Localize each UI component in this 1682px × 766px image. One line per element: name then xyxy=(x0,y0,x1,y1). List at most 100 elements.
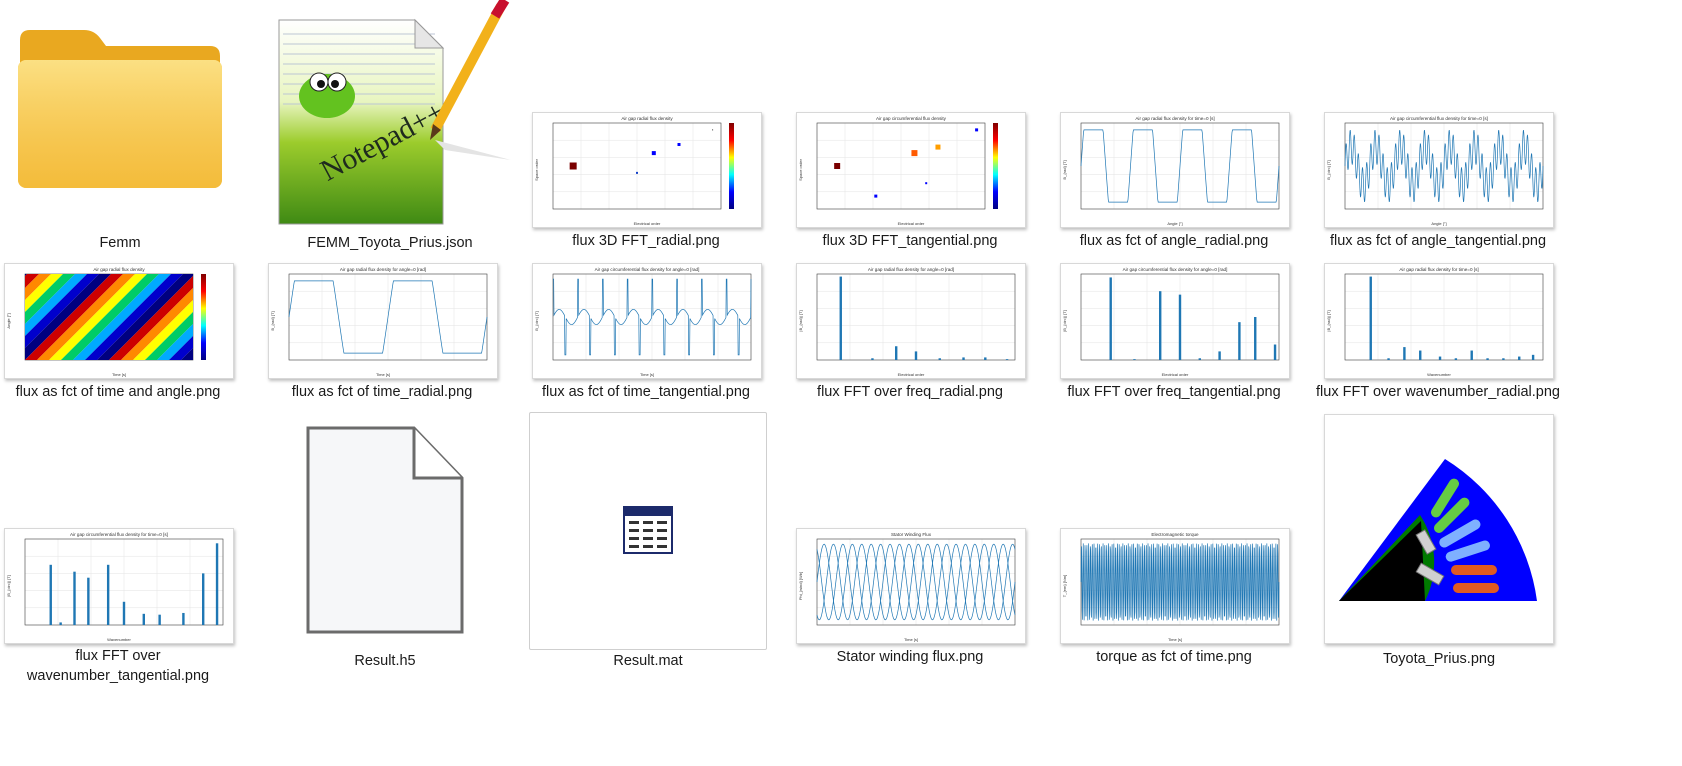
bar xyxy=(962,357,965,360)
plot-title: Air gap circumferential flux density xyxy=(876,116,947,121)
file-name: flux 3D FFT_tangential.png xyxy=(822,233,998,249)
colorbar xyxy=(993,123,998,209)
series-line xyxy=(816,543,1016,621)
data-point xyxy=(651,151,656,156)
file-flux-fft-over-freq-radial-png[interactable]: Air gap radial flux density for angle=0 … xyxy=(796,263,1026,403)
file-result-mat[interactable]: Result.mat xyxy=(529,412,767,676)
file-name: Result.mat xyxy=(613,653,683,669)
y-axis-label: |B_{circ}| [T] xyxy=(6,575,11,597)
bar xyxy=(871,358,874,360)
bar xyxy=(1502,358,1505,360)
series-line xyxy=(816,543,1016,621)
y-axis-label: B_{rad} [T] xyxy=(270,311,275,330)
data-point xyxy=(636,171,638,174)
bar xyxy=(202,573,205,625)
colorbar xyxy=(729,123,734,209)
bar xyxy=(1218,351,1221,360)
plot-thumbnail: Air gap radial flux density Time [s] Angle… xyxy=(4,263,234,379)
file-femm[interactable]: Femm xyxy=(0,0,240,260)
plot-thumbnail: Air gap radial flux density for angle=0 … xyxy=(268,263,498,379)
file-name: Stator winding flux.png xyxy=(836,649,984,665)
y-axis-label: Space order xyxy=(534,158,539,180)
y-axis-label: Phi_{wind} [Wb] xyxy=(798,572,803,600)
file-flux-as-fct-of-angle-tangential-png[interactable]: Air gap circumferential flux density for… xyxy=(1324,112,1554,252)
bar xyxy=(984,357,987,360)
plot-thumbnail: Air gap radial flux density Electrical or… xyxy=(532,112,762,228)
file-flux-3d-fft-radial-png[interactable]: Air gap radial flux density Electrical or… xyxy=(532,112,762,252)
file-name: Femm xyxy=(99,235,141,251)
file-name: flux FFT over freq_radial.png xyxy=(817,384,1003,400)
x-axis-label: Time [s] xyxy=(1168,637,1182,642)
file-name: flux as fct of angle_radial.png xyxy=(1079,233,1269,249)
bar xyxy=(215,543,219,625)
file-name: Toyota_Prius.png xyxy=(1382,651,1496,667)
file-name: flux FFT over wavenumber_radial.png xyxy=(1316,384,1560,400)
bar xyxy=(839,276,842,360)
series-line xyxy=(1344,129,1544,203)
file-femm-toyota-prius-json[interactable]: Notepad++ FEMM_Toyota_Prius.json xyxy=(265,0,515,260)
data-point xyxy=(975,128,979,132)
plot-thumbnail: Air gap radial flux density for time=0 [… xyxy=(1324,263,1554,379)
plot-title: Stator Winding Flux xyxy=(891,532,932,537)
data-point xyxy=(834,163,841,169)
motor-cross-section-thumbnail xyxy=(1324,414,1554,644)
series-line xyxy=(553,278,752,356)
bar xyxy=(895,346,898,360)
blank-file-icon xyxy=(306,426,466,636)
file-flux-fft-over-freq-tangential-png[interactable]: Air gap circumferential flux density for… xyxy=(1060,263,1290,403)
plot-thumbnail: Air gap circumferential flux density Elec… xyxy=(796,112,1026,228)
plot-thumbnail: Air gap radial flux density for time=0 [… xyxy=(1060,112,1290,228)
file-flux-3d-fft-tangential-png[interactable]: Air gap circumferential flux density Elec… xyxy=(796,112,1026,252)
bar xyxy=(914,351,918,360)
file-result-h5[interactable]: Result.h5 xyxy=(290,418,480,678)
bar xyxy=(1531,354,1535,360)
colorbar xyxy=(201,274,206,360)
file-name: flux as fct of time and angle.png xyxy=(15,384,221,400)
plot-title: Air gap circumferential flux density for… xyxy=(595,267,700,272)
file-flux-as-fct-of-time-and-angle-png[interactable]: Air gap radial flux density Time [s] Angle… xyxy=(4,263,234,403)
y-axis-label: |B_{rad}| [T] xyxy=(798,310,803,331)
x-axis-label: Electrical order xyxy=(1162,372,1189,377)
y-axis-label: Angle [°] xyxy=(6,313,11,328)
series-line xyxy=(288,280,488,354)
bar xyxy=(122,601,126,625)
file-name: flux as fct of time_radial.png xyxy=(291,384,473,400)
file-toyota-prius-png[interactable]: Toyota_Prius.png xyxy=(1324,414,1554,676)
y-axis-label: |B_{circ}| [T] xyxy=(1062,310,1067,332)
file-flux-as-fct-of-time-radial-png[interactable]: Air gap radial flux density for angle=0 … xyxy=(268,263,498,403)
file-name: flux FFT over freq_tangential.png xyxy=(1067,384,1281,400)
bar xyxy=(59,622,62,625)
bar xyxy=(1438,356,1442,360)
plot-thumbnail: Air gap radial flux density for angle=0 … xyxy=(796,263,1026,379)
bar xyxy=(1005,359,1009,360)
file-stator-winding-flux-png[interactable]: Stator Winding Flux Time [s] Phi_{wind} [W… xyxy=(796,528,1026,668)
series-line xyxy=(1080,543,1280,621)
x-axis-label: Electrical order xyxy=(634,221,661,226)
data-point xyxy=(911,150,918,157)
plot-thumbnail: Electromagnetic torque Time [s] T_{em} [Nm… xyxy=(1060,528,1290,644)
file-flux-as-fct-of-angle-radial-png[interactable]: Air gap radial flux density for time=0 [… xyxy=(1060,112,1290,252)
plot-thumbnail: Stator Winding Flux Time [s] Phi_{wind} [W… xyxy=(796,528,1026,644)
bar xyxy=(1109,277,1112,360)
file-name: flux as fct of time_tangential.png xyxy=(542,384,750,400)
plot-title: Air gap radial flux density for time=0 [… xyxy=(1399,267,1478,272)
file-flux-fft-over-wavenumber-radial-png[interactable]: Air gap radial flux density for time=0 [… xyxy=(1316,263,1560,403)
bar xyxy=(182,612,185,625)
plot-thumbnail: Air gap circumferential flux density for… xyxy=(1060,263,1290,379)
file-name: torque as fct of time.png xyxy=(1096,649,1252,665)
x-axis-label: Time [s] xyxy=(112,372,126,377)
bar xyxy=(1178,294,1182,360)
bar xyxy=(1273,344,1277,360)
notepad-plus-plus-icon: Notepad++ xyxy=(275,0,515,228)
bar xyxy=(106,564,110,625)
x-axis-label: Electrical order xyxy=(898,372,925,377)
y-axis-label: B_{circ} [T] xyxy=(1326,160,1331,180)
file-flux-as-fct-of-time-tangential-png[interactable]: Air gap circumferential flux density for… xyxy=(532,263,762,403)
y-axis-label: B_{rad} [T] xyxy=(1062,160,1067,179)
data-point xyxy=(935,144,941,150)
data-point xyxy=(569,162,577,170)
file-torque-as-fct-of-time-png[interactable]: Electromagnetic torque Time [s] T_{em} [Nm… xyxy=(1060,528,1290,668)
file-flux-fft-over-wavenumber-tangential-png[interactable]: Air gap circumferential flux density for… xyxy=(4,528,234,684)
bar xyxy=(1419,350,1422,360)
y-axis-label: Space order xyxy=(798,158,803,180)
